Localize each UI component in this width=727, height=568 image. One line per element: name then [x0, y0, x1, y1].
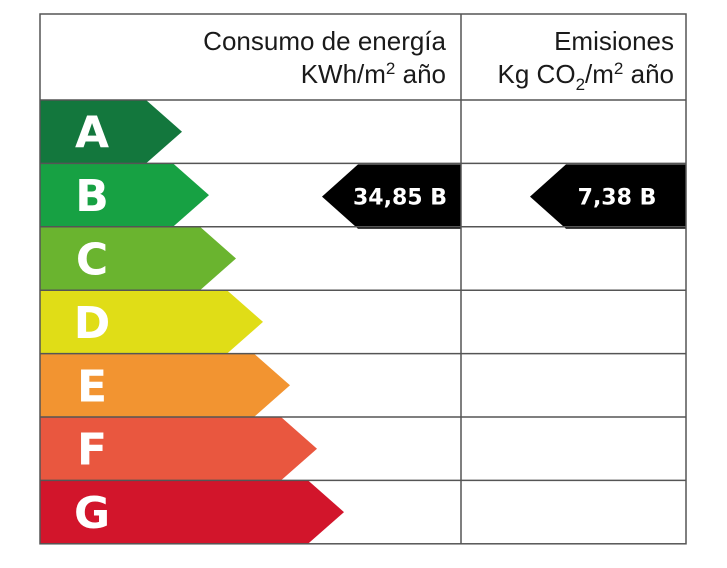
rating-letter-b: B [75, 171, 109, 222]
rating-arrow-d [40, 290, 263, 354]
emissions-header-line1: Emisiones [554, 26, 674, 56]
rating-arrow-b [40, 163, 209, 227]
energy-marker [322, 164, 461, 229]
emissions-header-line2: Kg CO2/m2 año [498, 59, 674, 94]
table-grid [39, 13, 687, 545]
emissions-marker [530, 164, 686, 229]
energy-header-line1: Consumo de energía [203, 26, 446, 56]
rating-letter-f: F [77, 425, 107, 476]
rating-letter-a: A [75, 108, 109, 159]
rating-arrow-g [40, 480, 344, 544]
rating-letter-c: C [76, 235, 108, 286]
rating-letter-e: E [77, 361, 107, 412]
rating-arrow-e [40, 353, 290, 417]
rating-letter-d: D [74, 298, 111, 349]
energy-header-line2: KWh/m2 año [301, 59, 446, 89]
emissions-value: 7,38 B [578, 186, 657, 211]
energy-value: 34,85 B [353, 186, 447, 211]
rating-letter-g: G [74, 488, 110, 539]
rating-arrow-c [40, 226, 236, 291]
rating-arrow-a [40, 100, 182, 164]
rating-arrow-f [40, 417, 317, 481]
